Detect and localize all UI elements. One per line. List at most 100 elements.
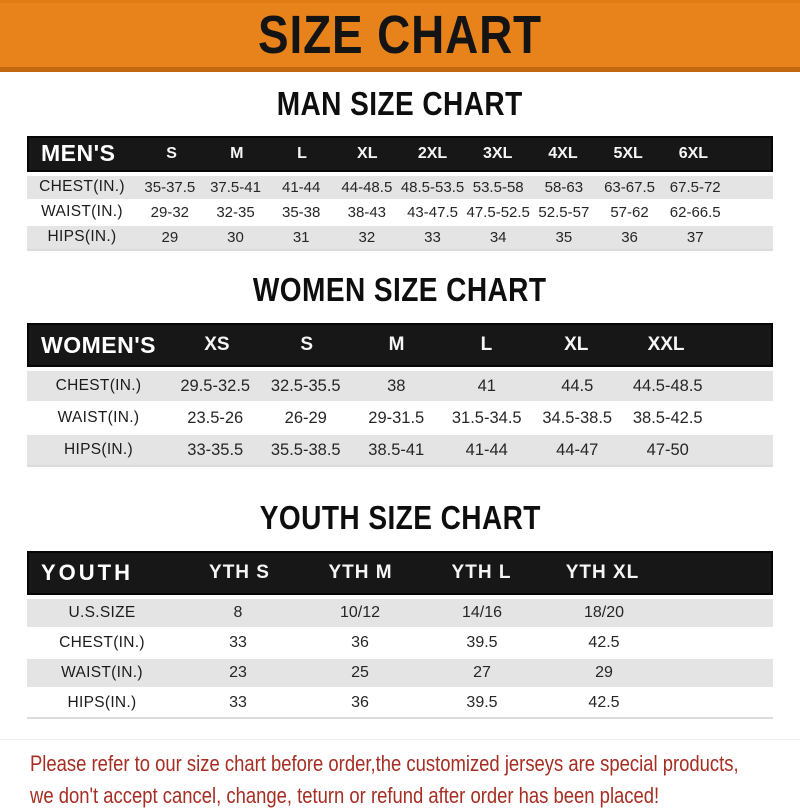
- size-value-cell: 29.5-32.5: [180, 376, 251, 395]
- row-label: HIPS(IN.): [63, 441, 133, 459]
- column-header: L: [480, 334, 493, 356]
- column-header: 4XL: [548, 144, 578, 162]
- size-value-cell: 67.5-72: [669, 178, 721, 196]
- youth-table-corner: YOUTH: [29, 553, 179, 593]
- women-corner-label: WOMEN'S: [41, 331, 157, 358]
- women-table-corner: WOMEN'S: [29, 325, 172, 365]
- youth-section-title: YOUTH SIZE CHART: [0, 501, 800, 536]
- column-header: XL: [357, 144, 378, 162]
- size-value-cell: 33-35.5: [187, 440, 244, 459]
- row-cells: 33-35.5 35.5-38.5 38.5-41 41-44 44-47 47-50: [170, 435, 713, 465]
- size-value-cell: 31: [292, 228, 310, 246]
- youth-section-title-text: YOUTH SIZE CHART: [259, 499, 541, 537]
- men-size-table: MEN'S S M L XL 2XL 3XL 4XL 5XL 6XL CHEST(IN.) 35-…: [27, 135, 773, 251]
- row-label: CHEST(IN.): [55, 377, 142, 395]
- table-row: WAIST(IN.) 29-32 32-35 35-38 38-43 43-47.5 47.…: [27, 198, 773, 224]
- size-value-cell: 32.5-35.5: [270, 376, 341, 395]
- size-value-cell: 29: [161, 228, 179, 246]
- row-cells: 33 36 39.5 42.5: [177, 689, 665, 717]
- size-value-cell: 36: [351, 633, 369, 651]
- size-value-cell: 35.5-38.5: [270, 440, 341, 459]
- row-label: CHEST(IN.): [59, 633, 145, 651]
- size-chart-banner: SIZE CHART: [0, 0, 800, 72]
- row-cells: 29.5-32.5 32.5-35.5 38 41 44.5 44.5-48.5: [170, 371, 713, 401]
- table-row: HIPS(IN.) 33-35.5 35.5-38.5 38.5-41 41-44 44-…: [27, 433, 773, 466]
- youth-table-header: YOUTH YTH S YTH M YTH L YTH XL: [27, 550, 773, 595]
- size-value-cell: 27: [473, 663, 491, 681]
- size-value-cell: 39.5: [466, 633, 498, 651]
- size-value-cell: 42.5: [588, 633, 620, 651]
- size-value-cell: 42.5: [588, 693, 620, 711]
- size-value-cell: 41: [477, 376, 496, 395]
- row-cells: 33 36 39.5 42.5: [177, 629, 665, 657]
- column-header: S: [166, 144, 177, 162]
- column-header: XS: [204, 334, 230, 356]
- column-header: XL: [564, 334, 589, 356]
- women-size-section: WOMEN SIZE CHART WOMEN'S XS S M L XL XXL CHES…: [0, 270, 800, 468]
- men-header-cells: S M L XL 2XL 3XL 4XL 5XL 6XL: [139, 138, 726, 170]
- disclaimer-line-1: Please refer to our size chart before or…: [30, 750, 739, 776]
- size-value-cell: 35: [555, 228, 573, 246]
- table-row: HIPS(IN.) 33 36 39.5 42.5: [27, 686, 773, 717]
- size-value-cell: 25: [351, 663, 369, 681]
- table-row: HIPS(IN.) 29 30 31 32 33 34 35 36 37: [27, 223, 773, 249]
- men-section-title-text: MAN SIZE CHART: [277, 85, 523, 122]
- column-header: M: [388, 334, 405, 356]
- column-header: XXL: [647, 334, 685, 356]
- youth-size-table: YOUTH YTH S YTH M YTH L YTH XL U.S.SIZE 8 10/…: [27, 550, 773, 719]
- women-header-cells: XS S M L XL XXL: [172, 325, 711, 365]
- table-row: WAIST(IN.) 23 25 27 29: [27, 656, 773, 687]
- size-value-cell: 57-62: [610, 203, 649, 221]
- size-value-cell: 63-67.5: [604, 178, 655, 196]
- youth-table-body: U.S.SIZE 8 10/12 14/16 18/20 CHEST(IN.) 33 36 39…: [27, 596, 773, 717]
- size-value-cell: 33: [229, 693, 247, 711]
- row-cells: 23.5-26 26-29 29-31.5 31.5-34.5 34.5-38.5 38.…: [170, 403, 713, 433]
- size-value-cell: 38-43: [347, 203, 387, 221]
- size-value-cell: 8: [233, 603, 243, 621]
- youth-size-section: YOUTH SIZE CHART YOUTH YTH S YTH M YTH L YT…: [0, 501, 800, 719]
- size-value-cell: 23.5-26: [187, 408, 244, 427]
- row-label: HIPS(IN.): [67, 693, 137, 711]
- size-value-cell: 32: [358, 228, 376, 246]
- row-cells: 23 25 27 29: [177, 659, 665, 687]
- disclaimer-footer: Please refer to our size chart before or…: [0, 738, 800, 812]
- women-size-table: WOMEN'S XS S M L XL XXL CHEST(IN.) 29.5-32.5 32…: [27, 323, 773, 468]
- men-section-title: MAN SIZE CHART: [0, 85, 800, 122]
- size-value-cell: 53.5-58: [472, 178, 524, 196]
- size-value-cell: 37: [686, 228, 704, 246]
- size-value-cell: 29-32: [150, 203, 190, 221]
- size-value-cell: 38.5-42.5: [632, 408, 703, 427]
- size-value-cell: 38.5-41: [368, 440, 425, 459]
- table-row: CHEST(IN.) 33 36 39.5 42.5: [27, 626, 773, 657]
- size-value-cell: 48.5-53.5: [400, 178, 465, 196]
- column-header: S: [300, 334, 314, 356]
- size-value-cell: 43-47.5: [407, 203, 458, 221]
- disclaimer-line-2: we don't accept cancel, change, teturn o…: [30, 782, 660, 808]
- row-label: CHEST(IN.): [39, 178, 125, 196]
- size-value-cell: 29: [595, 663, 613, 681]
- size-value-cell: 32-35: [216, 203, 255, 221]
- column-header: M: [230, 144, 244, 162]
- size-value-cell: 10/12: [339, 603, 381, 621]
- women-table-header: WOMEN'S XS S M L XL XXL: [27, 323, 773, 368]
- row-label: WAIST(IN.): [57, 409, 140, 427]
- column-header: YTH M: [328, 561, 393, 583]
- size-value-cell: 37.5-41: [210, 178, 261, 196]
- size-value-cell: 29-31.5: [368, 408, 425, 427]
- size-value-cell: 35-37.5: [144, 178, 196, 196]
- size-value-cell: 34.5-38.5: [542, 408, 613, 427]
- size-value-cell: 36: [621, 228, 638, 246]
- men-size-section: MAN SIZE CHART MEN'S S M L XL 2XL 3XL 4XL 5XL 6X…: [0, 85, 800, 251]
- row-label: WAIST(IN.): [61, 663, 143, 681]
- size-value-cell: 44-47: [556, 440, 599, 459]
- row-cells: 29-32 32-35 35-38 38-43 43-47.5 47.5-52.5 52.5…: [137, 201, 728, 224]
- size-value-cell: 44-48.5: [341, 178, 393, 196]
- men-corner-label: MEN'S: [41, 140, 116, 167]
- row-label: U.S.SIZE: [68, 603, 136, 621]
- column-header: 2XL: [417, 144, 448, 162]
- column-header: YTH S: [209, 561, 270, 583]
- column-header: YTH XL: [565, 561, 640, 583]
- women-section-title-text: WOMEN SIZE CHART: [253, 270, 547, 308]
- women-section-title: WOMEN SIZE CHART: [0, 270, 800, 308]
- size-value-cell: 41-44: [281, 178, 321, 196]
